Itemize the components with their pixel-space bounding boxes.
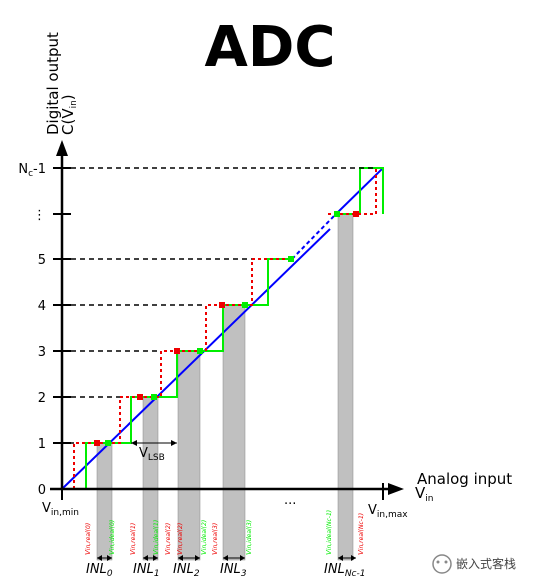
y-axis-label: Digital output — [44, 32, 62, 135]
inl-bar — [222, 304, 246, 561]
y-axis-arrow — [56, 140, 68, 156]
inl-bar — [337, 213, 354, 561]
ideal-staircase — [62, 258, 292, 490]
ideal-transition-label: Vin,ideal(0) — [108, 520, 116, 555]
x-axis-ellipsis: ... — [284, 493, 296, 508]
real-transition-marker — [137, 394, 143, 400]
x-axis-label: Analog input — [417, 470, 512, 488]
inl-label: INL2 — [173, 562, 200, 579]
y-tick-label: 2 — [38, 391, 46, 406]
ideal-transition-label: Vin,ideal(3) — [245, 520, 253, 555]
ideal-transition-marker — [242, 302, 248, 308]
x-max-label: Vin,max — [368, 503, 408, 520]
x-min-label: Vin,min — [42, 501, 79, 518]
diagram-title: ADC — [205, 15, 336, 80]
inl-label: INLNc-1 — [324, 562, 365, 579]
inl-markers: INL0 INL1 INL2 INL3 INLNc-1 — [86, 555, 365, 579]
wechat-icon — [432, 554, 452, 574]
ideal-transition-label: Vin,ideal(Nc-1) — [325, 510, 333, 555]
real-transition-label: Vin,real(0) — [84, 523, 92, 555]
real-transition-marker — [94, 440, 100, 446]
real-transition-label: Vin,real(2) — [176, 523, 184, 555]
real-transition-marker — [219, 302, 225, 308]
ideal-transition-marker — [334, 211, 340, 217]
y-tick-label: ⋮ — [33, 208, 46, 223]
y-tick-label: 0 — [38, 483, 46, 498]
ideal-transition-label: Vin,ideal(2) — [200, 520, 208, 555]
y-tick-label: 1 — [38, 437, 46, 452]
real-transition-marker — [353, 211, 359, 217]
inl-bars — [96, 213, 354, 561]
y-tick-label: Nc-1 — [18, 162, 46, 179]
ideal-transition-marker — [288, 256, 294, 262]
ideal-line-gap — [291, 213, 337, 260]
ideal-transition-marker — [197, 348, 203, 354]
lsb-label: VLSB — [139, 446, 165, 463]
transition-markers — [94, 211, 359, 446]
real-transition-label: Vin,real(Nc-1) — [357, 513, 365, 555]
real-staircase-top — [328, 168, 377, 215]
transition-voltage-labels: Vin,real(0) Vin,ideal(0) Vin,real(1) Vin,id… — [84, 510, 365, 555]
real-transition-label: Vin,real(1) — [129, 523, 137, 555]
inl-label: INL3 — [220, 562, 247, 579]
tick-guides — [62, 167, 376, 444]
y-tick-label: 3 — [38, 345, 46, 360]
real-transition-marker — [174, 348, 180, 354]
y-ticks: 0 1 2 3 4 5 ⋮ Nc-1 — [18, 162, 71, 498]
watermark-text: 嵌入式客栈 — [456, 556, 516, 571]
ideal-transition-marker — [105, 440, 111, 446]
watermark: 嵌入式客栈 — [432, 554, 516, 574]
inl-label: INL0 — [86, 562, 113, 579]
x-axis-variable: Vin — [415, 484, 433, 504]
ideal-transition-label: Vin,ideal(1) — [152, 520, 160, 555]
real-transition-label: Vin,real(2) — [164, 523, 172, 555]
real-transition-label: Vin,real(3) — [211, 523, 219, 555]
y-axis-variable: C(Vin) — [59, 94, 79, 135]
y-tick-label: 5 — [38, 253, 46, 268]
ideal-transition-marker — [151, 394, 157, 400]
real-staircase — [62, 258, 292, 490]
inl-label: INL1 — [133, 562, 160, 579]
x-axis-arrow — [388, 483, 404, 495]
y-tick-label: 4 — [38, 299, 46, 314]
